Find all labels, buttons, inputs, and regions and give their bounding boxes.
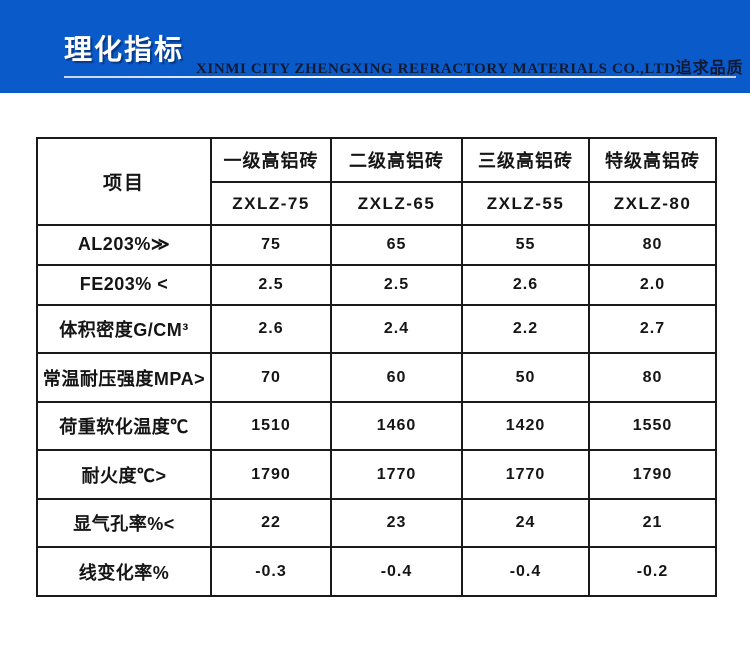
table-row: FE203% < 2.5 2.5 2.6 2.0: [36, 263, 717, 306]
header-slogan: 追求品质 诚信服务: [675, 60, 750, 77]
value-cell: 1770: [461, 449, 590, 500]
value-cell: 50: [461, 352, 590, 403]
value-cell: 80: [588, 352, 717, 403]
table-row: 荷重软化温度℃ 1510 1460 1420 1550: [36, 400, 717, 452]
value-cell: 21: [588, 497, 717, 549]
grade-header-cell: 特级高铝砖: [588, 137, 717, 183]
grade-header-cell: 二级高铝砖: [330, 137, 463, 183]
value-cell: 1420: [461, 400, 590, 452]
value-cell: 1770: [330, 449, 463, 500]
row-label: FE203% <: [36, 263, 212, 306]
item-header-cell: 项目: [36, 137, 212, 226]
model-header-cell: ZXLZ-80: [588, 181, 717, 226]
value-cell: 2.5: [330, 263, 463, 306]
company-name: XINMI CITY ZHENGXING REFRACTORY MATERIAL…: [196, 61, 676, 77]
model-header-cell: ZXLZ-65: [330, 181, 463, 226]
value-cell: 2.6: [461, 263, 590, 306]
table-row: 线变化率% -0.3 -0.4 -0.4 -0.2: [36, 546, 717, 597]
value-cell: -0.4: [330, 546, 463, 597]
header-subrow: XINMI CITY ZHENGXING REFRACTORY MATERIAL…: [196, 54, 750, 78]
grade-header-cell: 一级高铝砖: [210, 137, 332, 183]
value-cell: 80: [588, 224, 717, 266]
table-row: 体积密度G/CM³ 2.6 2.4 2.2 2.7: [36, 303, 717, 355]
row-label: 耐火度℃>: [36, 449, 212, 500]
value-cell: 24: [461, 497, 590, 549]
model-header-cell: ZXLZ-55: [461, 181, 590, 226]
value-cell: 65: [330, 224, 463, 266]
table-row: AL203%≫ 75 65 55 80: [36, 224, 717, 266]
value-cell: -0.3: [210, 546, 332, 597]
value-cell: 1460: [330, 400, 463, 452]
table-row: 耐火度℃> 1790 1770 1770 1790: [36, 449, 717, 500]
value-cell: -0.4: [461, 546, 590, 597]
page-title: 理化指标: [64, 34, 185, 65]
row-label: 常温耐压强度MPA>: [36, 352, 212, 403]
table-header-row-model: ZXLZ-75 ZXLZ-65 ZXLZ-55 ZXLZ-80: [37, 181, 717, 226]
grade-header-cell: 三级高铝砖: [461, 137, 590, 183]
value-cell: 2.7: [588, 303, 717, 355]
spec-table: 项目 一级高铝砖 二级高铝砖 三级高铝砖 特级高铝砖 ZXLZ-75 ZXLZ-…: [36, 137, 717, 597]
value-cell: 1790: [210, 449, 332, 500]
model-header-cell: ZXLZ-75: [210, 181, 332, 226]
row-label: 荷重软化温度℃: [36, 400, 212, 452]
value-cell: 22: [210, 497, 332, 549]
value-cell: 1550: [588, 400, 717, 452]
table-row: 常温耐压强度MPA> 70 60 50 80: [36, 352, 717, 403]
value-cell: 2.2: [461, 303, 590, 355]
value-cell: 2.5: [210, 263, 332, 306]
row-label: 线变化率%: [36, 546, 212, 597]
header-banner: 理化指标 XINMI CITY ZHENGXING REFRACTORY MAT…: [0, 0, 750, 93]
header-underline: [64, 76, 736, 78]
value-cell: 70: [210, 352, 332, 403]
table-row: 显气孔率%< 22 23 24 21: [36, 497, 717, 549]
table-header-row-grade: 项目 一级高铝砖 二级高铝砖 三级高铝砖 特级高铝砖: [36, 137, 717, 226]
value-cell: -0.2: [588, 546, 717, 597]
value-cell: 1510: [210, 400, 332, 452]
value-cell: 2.6: [210, 303, 332, 355]
row-label: 显气孔率%<: [36, 497, 212, 549]
value-cell: 75: [210, 224, 332, 266]
value-cell: 60: [330, 352, 463, 403]
value-cell: 55: [461, 224, 590, 266]
row-label: 体积密度G/CM³: [36, 303, 212, 355]
value-cell: 2.0: [588, 263, 717, 306]
value-cell: 1790: [588, 449, 717, 500]
value-cell: 23: [330, 497, 463, 549]
row-label: AL203%≫: [36, 224, 212, 266]
value-cell: 2.4: [330, 303, 463, 355]
